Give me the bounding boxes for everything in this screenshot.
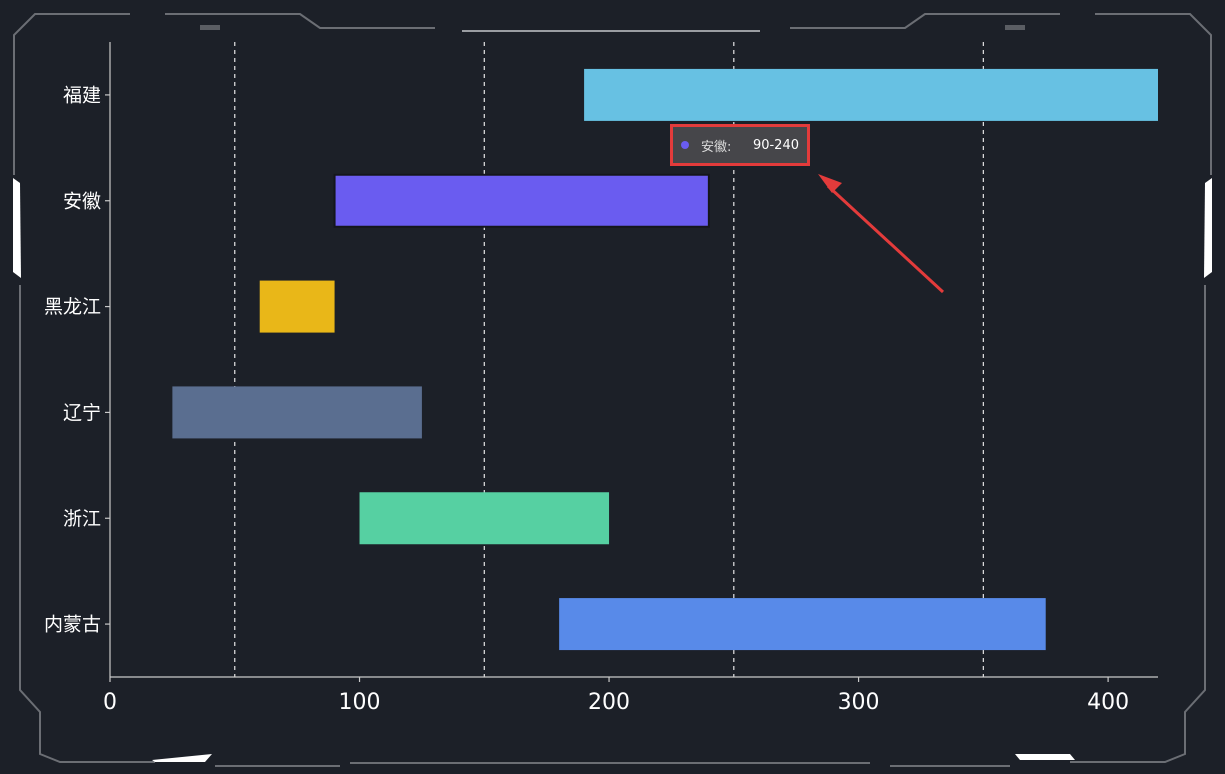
x-tick-label: 400 — [1087, 690, 1129, 715]
x-tick-label: 100 — [339, 690, 381, 715]
tooltip: 安徽: 90-240 — [670, 124, 810, 166]
annotation-arrow — [818, 174, 945, 294]
bar-1 — [584, 68, 1158, 121]
bar-4 — [172, 386, 422, 439]
bar-3 — [259, 280, 335, 333]
y-tick-label: 安徽 — [63, 190, 101, 212]
bar-2 — [333, 173, 710, 228]
tooltip-value: 90-240 — [752, 137, 799, 153]
axes — [105, 42, 1158, 682]
y-tick-label: 辽宁 — [63, 402, 101, 424]
bar-5 — [359, 492, 610, 545]
x-axis-labels: 0 100 200 300 400 — [103, 690, 1129, 715]
tooltip-series-dot — [681, 141, 689, 149]
y-tick-label: 黑龙江 — [44, 296, 101, 318]
bar-6 — [559, 598, 1046, 651]
grid-lines — [234, 42, 984, 677]
x-tick-label: 200 — [588, 690, 630, 715]
x-tick-label: 0 — [103, 690, 117, 715]
y-tick-label: 浙江 — [63, 508, 101, 530]
bars — [172, 68, 1158, 651]
y-tick-label: 福建 — [63, 84, 101, 106]
tooltip-label: 安徽: — [701, 139, 732, 155]
y-tick-label: 内蒙古 — [44, 614, 101, 636]
x-tick-label: 300 — [838, 690, 880, 715]
